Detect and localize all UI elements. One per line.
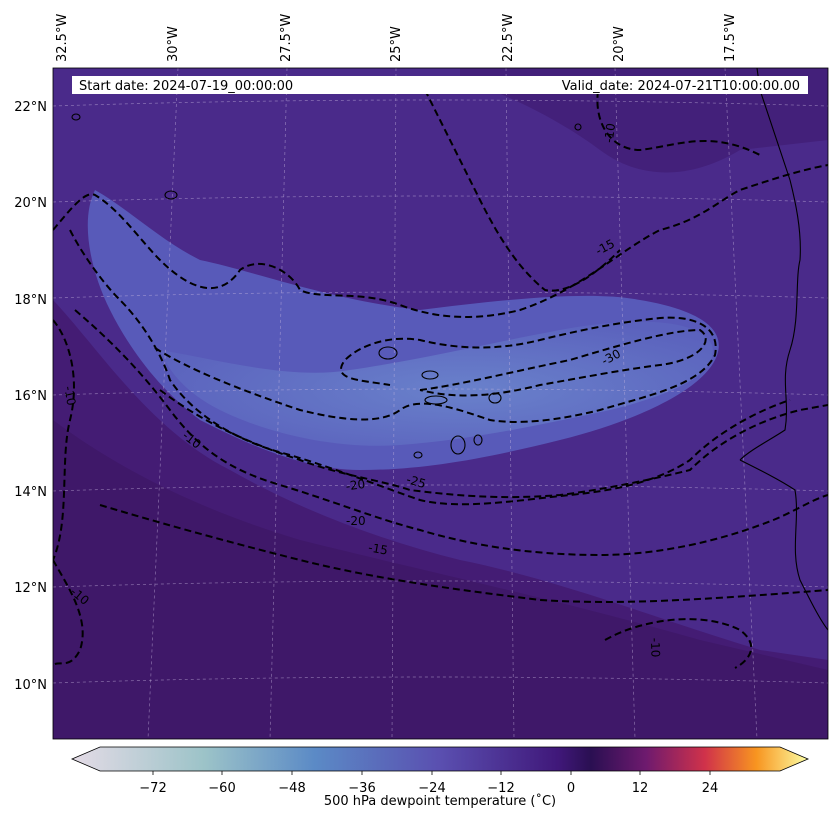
contour-label: -20 — [346, 514, 366, 528]
date-info-box: Start date: 2024-07-19_00:00:00 Valid_da… — [72, 76, 808, 94]
longitude-labels: 32.5°W 30°W 27.5°W 25°W 22.5°W 20°W 17.5… — [55, 14, 738, 62]
contour-minus10-ne — [596, 79, 761, 156]
colorbar-tick-label: −24 — [418, 781, 445, 796]
lat-label: 16°N — [14, 389, 47, 404]
valid-date-text: Valid_date: 2024-07-21T10:00:00.00 — [562, 79, 800, 94]
contour-label: -20 — [345, 477, 366, 494]
contour-minus15-arc — [419, 79, 621, 292]
contour-minus25 — [154, 316, 717, 423]
colorbar-tick-label: −72 — [139, 781, 166, 796]
coastlines — [71, 68, 828, 631]
lon-label: 25°W — [389, 26, 404, 62]
contour-label: -10 — [602, 122, 619, 143]
dewpoint-field — [53, 68, 828, 739]
lon-label: 32.5°W — [55, 14, 70, 62]
contour-label: -15 — [367, 540, 389, 557]
start-date-text: Start date: 2024-07-19_00:00:00 — [79, 79, 293, 94]
graticule — [53, 68, 828, 739]
contour-label: -10 — [648, 638, 663, 658]
lat-label: 10°N — [14, 678, 47, 693]
colorbar-tick-label: −60 — [208, 781, 235, 796]
colorbar: −72 −60 −48 −36 −24 −12 0 12 24 500 hPa … — [70, 746, 810, 809]
colorbar-tick-label: 12 — [632, 781, 649, 796]
lat-label: 22°N — [14, 100, 47, 115]
lon-label: 22.5°W — [501, 14, 516, 62]
contour-minus30 — [419, 328, 707, 397]
contour-minus10-west — [53, 319, 75, 561]
colorbar-tick-label: −48 — [278, 781, 305, 796]
colorbar-tick-label: −12 — [487, 781, 514, 796]
lon-label: 17.5°W — [723, 14, 738, 62]
colorbar-ticks — [152, 771, 711, 775]
contour-minus10-se — [604, 618, 753, 669]
lon-label: 27.5°W — [279, 14, 294, 62]
lon-label: 20°W — [612, 26, 627, 62]
colorbar-tick-label: 24 — [702, 781, 719, 796]
contour-minus20 — [69, 229, 791, 506]
contour-minus15-south — [74, 309, 828, 557]
dewpoint-contours — [53, 79, 828, 669]
colorbar-title: 500 hPa dewpoint temperature (˚C) — [324, 793, 556, 809]
contour-minus10-south — [99, 504, 828, 603]
lat-label: 14°N — [14, 485, 47, 500]
contour-label: -25 — [405, 472, 428, 491]
contour-label: -10 — [61, 385, 78, 407]
contour-minus20-south — [159, 389, 828, 499]
latitude-labels: 22°N 20°N 18°N 16°N 14°N 12°N 10°N — [14, 100, 47, 693]
lat-label: 18°N — [14, 293, 47, 308]
colorbar-tick-label: −36 — [348, 781, 375, 796]
lat-label: 20°N — [14, 196, 47, 211]
contour-minus10-sw — [53, 559, 84, 666]
map-frame — [52, 67, 829, 740]
lat-label: 12°N — [14, 581, 47, 596]
colorbar-tick-label: 0 — [567, 781, 575, 796]
lon-label: 30°W — [166, 26, 181, 62]
